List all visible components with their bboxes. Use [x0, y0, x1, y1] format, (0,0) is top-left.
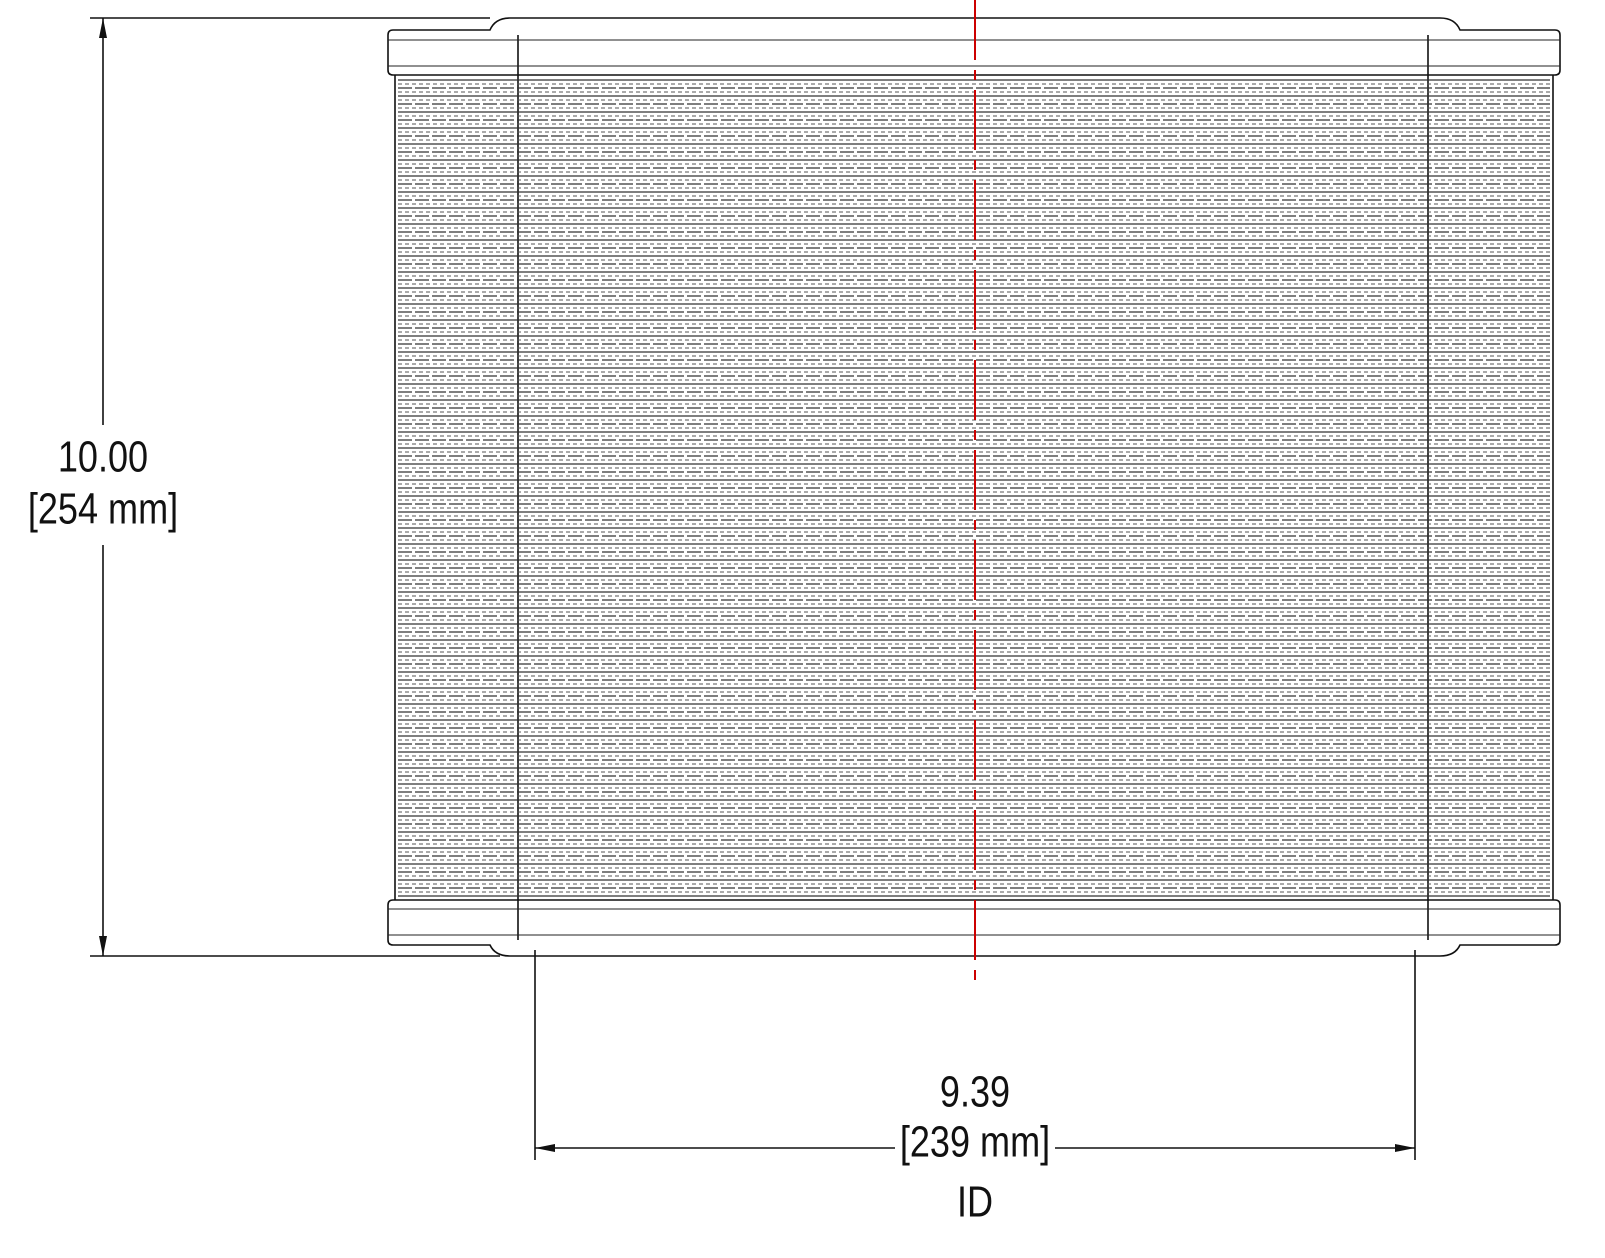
dimension-value: 10.00 — [58, 432, 148, 481]
dimension-value: 9.39 — [940, 1067, 1010, 1116]
dimension-note: ID — [957, 1177, 993, 1226]
top-cap — [387, 17, 1561, 76]
dimension-metric: [254 mm] — [28, 484, 178, 533]
dimension-metric: [239 mm] — [900, 1117, 1050, 1166]
bottom-cap — [387, 899, 1561, 957]
label-bg — [20, 430, 190, 540]
